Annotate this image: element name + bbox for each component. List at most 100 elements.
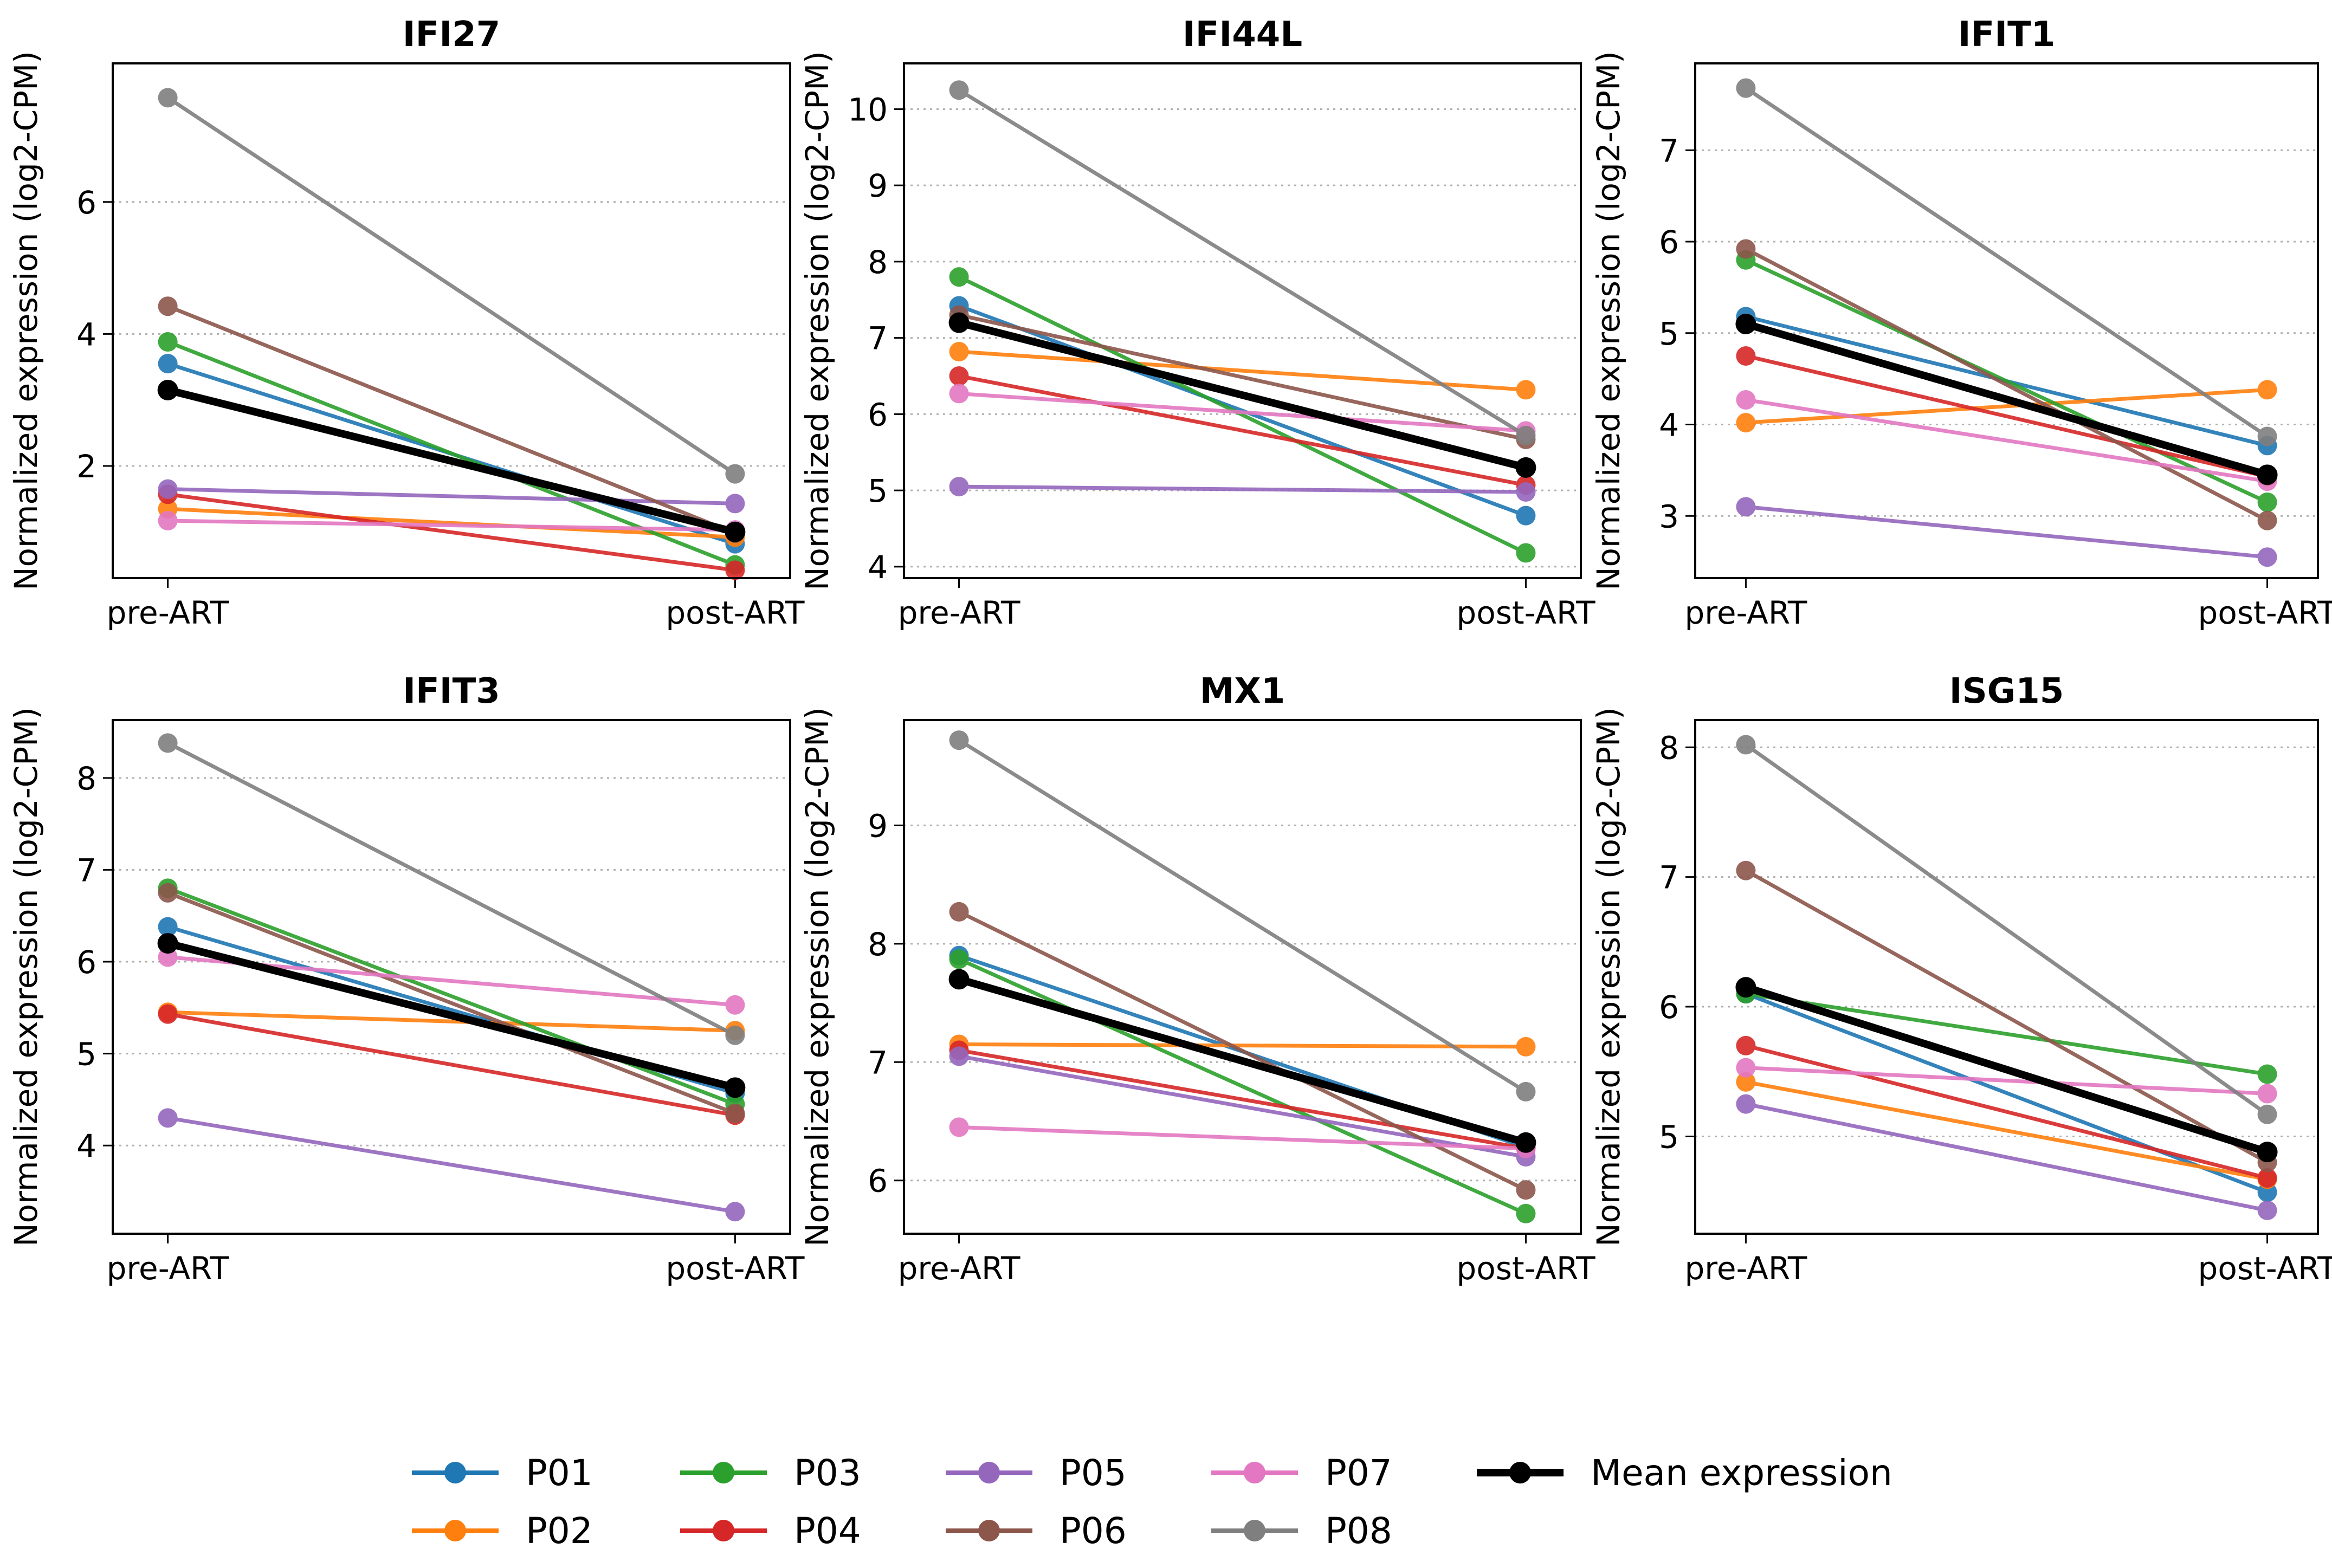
y-axis-label: Normalized expression (log2-CPM) (8, 707, 44, 1247)
data-point (1736, 346, 1756, 366)
data-point (1515, 457, 1536, 478)
series-mean-expression (948, 312, 1536, 478)
data-point (2257, 1142, 2278, 1163)
axes-frame (1694, 62, 2319, 579)
series-line (166, 96, 737, 476)
data-point (1516, 380, 1536, 400)
series-p05 (158, 479, 745, 514)
series-line (1745, 983, 2269, 1156)
data-point (2257, 492, 2277, 512)
series-line (1745, 398, 2268, 483)
y-tick-label: 7 (1659, 132, 1679, 169)
legend-label: P05 (1060, 1452, 1127, 1494)
legend-entry-p04: P04 (680, 1510, 861, 1552)
series-line (1745, 320, 2269, 479)
legend-marker (1244, 1462, 1265, 1483)
panel-ifi44l: 4 5 6 7 8 9 10 pre-ART post-ART IFI44L Normalized … (799, 15, 1595, 631)
data-point (948, 312, 970, 333)
data-point (725, 1103, 745, 1123)
data-point (1736, 497, 1756, 517)
series-p08 (1736, 78, 2277, 446)
data-point (1516, 1203, 1536, 1223)
series-line (167, 1012, 735, 1117)
series-p05 (1736, 1094, 2277, 1220)
y-tick-label: 9 (868, 167, 888, 204)
data-point (158, 917, 178, 937)
series-line (959, 391, 1526, 433)
series-p04 (1736, 1035, 2277, 1188)
x-tick-label: post-ART (666, 594, 805, 631)
legend-marker (444, 1462, 466, 1483)
x-tick-label: post-ART (1456, 1250, 1595, 1287)
series-p07 (949, 1117, 1536, 1158)
y-axis-label: Normalized expression (log2-CPM) (1590, 707, 1627, 1247)
data-point (949, 366, 969, 386)
data-point (948, 969, 970, 990)
data-point (1736, 1094, 1756, 1114)
data-point (2257, 1064, 2277, 1084)
x-tick-label: pre-ART (107, 594, 229, 631)
legend-entry-p07: P07 (1211, 1452, 1392, 1494)
data-point (1516, 425, 1536, 445)
series-line (959, 349, 1526, 392)
legend-label: P04 (794, 1510, 861, 1552)
data-point (158, 1108, 178, 1128)
y-tick-label: 6 (1659, 224, 1679, 261)
panel-ifi27: 2 4 6 pre-ART post-ART IFI27 Normalized expres… (8, 15, 805, 631)
data-point (949, 267, 969, 287)
series-p02 (949, 1034, 1536, 1057)
y-tick-label: 7 (76, 852, 96, 889)
series-line (1745, 992, 2268, 1194)
x-tick-label: pre-ART (898, 594, 1020, 631)
y-tick-label: 9 (868, 807, 888, 844)
y-tick-label: 8 (868, 244, 888, 281)
data-point (725, 521, 746, 542)
panel-title: IFI44L (1183, 15, 1302, 55)
legend-entry-p08: P08 (1211, 1510, 1392, 1552)
series-line (167, 1010, 735, 1033)
data-point (1736, 1072, 1756, 1092)
data-point (949, 1046, 969, 1066)
series-line (958, 1048, 1527, 1151)
series-line (1745, 1044, 2268, 1180)
series-line (1745, 354, 2268, 479)
legend-entry-p06: P06 (946, 1510, 1127, 1552)
data-point (725, 1077, 746, 1098)
series-line (1745, 743, 2269, 1116)
legend-label: P07 (1325, 1452, 1392, 1494)
data-point (1736, 1035, 1756, 1055)
data-point (2257, 464, 2278, 485)
series-line (958, 374, 1527, 487)
axes-frame (112, 62, 791, 579)
series-line (959, 1125, 1526, 1151)
series-line (167, 741, 736, 1037)
data-point (2257, 380, 2277, 400)
series-mean-expression (1735, 977, 2278, 1163)
legend-entry-p05: P05 (946, 1452, 1127, 1494)
legend-marker (713, 1462, 734, 1483)
data-point (949, 384, 969, 404)
panel-title: ISG15 (1949, 671, 2064, 711)
x-tick-label: pre-ART (1684, 594, 1807, 631)
series-mean-expression (948, 969, 1536, 1153)
series-line (958, 975, 1527, 1146)
series-p08 (158, 88, 745, 484)
legend-marker (978, 1520, 1000, 1541)
series-p03 (1736, 250, 2277, 512)
series-line (167, 519, 735, 532)
series-p06 (1736, 860, 2277, 1172)
legend-label: P08 (1325, 1510, 1392, 1552)
data-point (158, 88, 178, 108)
data-point (2257, 1168, 2277, 1188)
legend-marker (1509, 1462, 1531, 1483)
series-p03 (158, 332, 745, 575)
data-point (158, 479, 178, 499)
data-point (949, 80, 969, 100)
series-line (1745, 247, 2269, 522)
data-point (725, 995, 745, 1015)
y-tick-label: 4 (76, 1128, 96, 1164)
series-line (1746, 504, 2268, 559)
y-tick-label: 7 (868, 320, 888, 357)
series-p05 (1736, 497, 2277, 567)
data-point (1736, 735, 1756, 755)
